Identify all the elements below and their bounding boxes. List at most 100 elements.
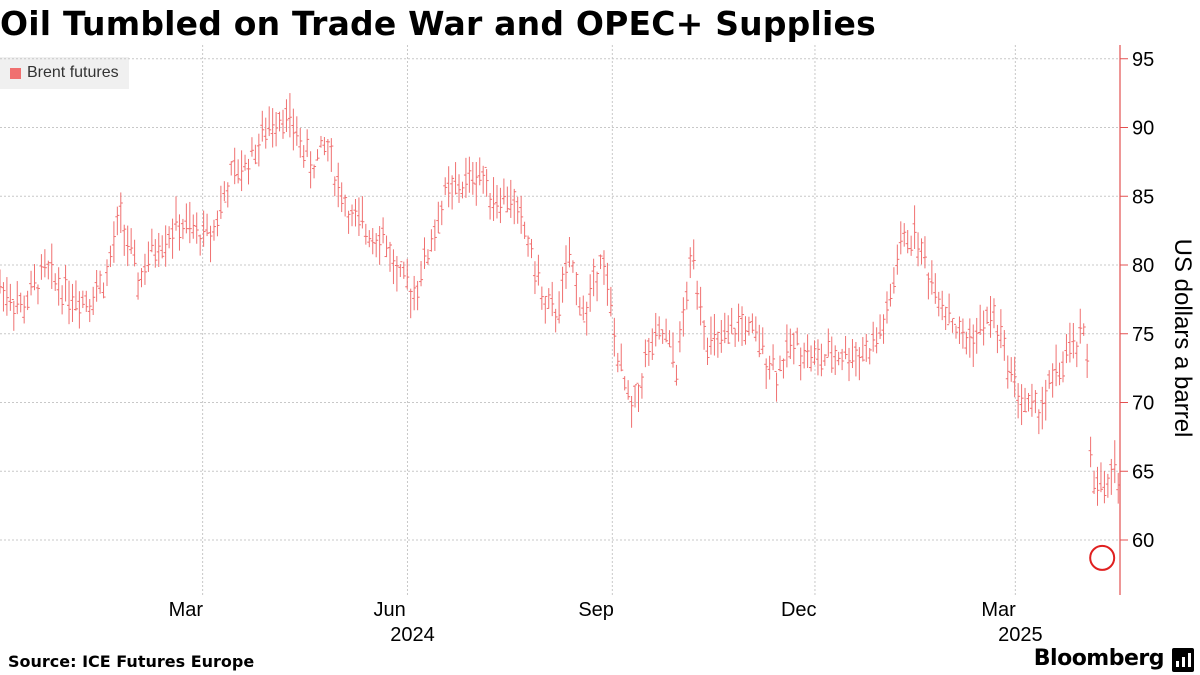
price-bar <box>274 112 279 147</box>
price-bar <box>771 344 776 371</box>
price-bar <box>805 334 810 368</box>
price-bar <box>1057 362 1062 386</box>
price-bar <box>22 295 27 324</box>
x-tick-label: Dec <box>781 599 817 621</box>
price-bar <box>605 262 610 306</box>
price-bar <box>446 166 451 208</box>
price-bar <box>470 162 475 195</box>
price-bar <box>301 145 306 168</box>
price-bar <box>526 235 531 257</box>
price-bar <box>788 328 793 360</box>
price-bar <box>177 214 182 251</box>
price-bar <box>60 285 65 315</box>
price-bar <box>664 318 669 343</box>
price-bar <box>381 217 386 244</box>
price-bar <box>726 315 731 344</box>
price-bar <box>1023 387 1028 413</box>
price-bar <box>153 239 158 268</box>
price-bar <box>532 261 537 295</box>
price-bar <box>891 267 896 294</box>
low-point-circle <box>1089 544 1116 571</box>
price-bar <box>815 339 820 376</box>
price-bar <box>619 343 624 372</box>
price-bar <box>684 281 689 310</box>
price-bar <box>1036 409 1041 435</box>
price-bar <box>256 133 261 167</box>
price-bar <box>1029 383 1034 417</box>
legend-swatch <box>10 67 21 79</box>
price-bar <box>1016 383 1021 419</box>
y-tick-label: 75 <box>1132 324 1154 346</box>
price-bar <box>205 213 210 237</box>
price-bar <box>246 158 251 185</box>
y-tick-label: 95 <box>1132 49 1154 71</box>
price-bar <box>356 197 361 236</box>
price-bar <box>432 219 437 251</box>
price-bar <box>208 225 213 263</box>
price-bar <box>405 258 410 290</box>
price-bar <box>115 206 120 236</box>
price-bar <box>967 318 972 358</box>
price-bar <box>229 161 234 176</box>
price-bar <box>367 230 372 248</box>
price-bar <box>318 135 323 148</box>
price-bar <box>1043 379 1048 421</box>
price-bar <box>833 345 838 375</box>
price-bar <box>557 291 562 324</box>
price-bar <box>712 314 717 356</box>
price-bar <box>1054 344 1059 387</box>
price-bar <box>11 298 16 331</box>
price-bar <box>287 93 292 138</box>
y-tick-label: 85 <box>1132 186 1154 208</box>
price-bar <box>505 186 510 213</box>
price-bar <box>864 333 869 362</box>
price-bar <box>132 239 137 267</box>
price-bar <box>560 266 565 303</box>
price-bar <box>926 272 931 300</box>
price-bar <box>781 358 786 379</box>
price-bar <box>501 178 506 205</box>
price-bar <box>743 316 748 345</box>
x-axis: Mar Jun Sep Dec Mar 2024 2025 <box>169 599 1043 646</box>
price-bar <box>425 249 430 265</box>
price-bar <box>174 196 179 231</box>
price-bar <box>639 373 644 399</box>
price-bar <box>1071 322 1076 359</box>
price-bar <box>539 286 544 310</box>
price-bar <box>1092 470 1097 494</box>
price-bar <box>67 280 72 325</box>
price-bar <box>1067 322 1072 363</box>
price-bar <box>857 347 862 381</box>
price-bar <box>225 182 230 208</box>
price-bar <box>940 290 945 321</box>
price-bar <box>971 324 976 367</box>
bloomberg-logo: Bloomberg <box>1033 646 1165 671</box>
price-bar <box>215 210 220 237</box>
price-bar <box>73 280 78 311</box>
price-bar <box>467 156 472 193</box>
ohlc-bars <box>0 93 1121 506</box>
price-bar <box>1102 470 1107 504</box>
price-bar <box>457 174 462 203</box>
price-bar <box>412 275 417 311</box>
price-bar <box>343 194 348 217</box>
price-bar <box>419 261 424 287</box>
price-bar <box>750 313 755 334</box>
price-bar <box>595 271 600 302</box>
price-bar <box>4 277 9 316</box>
price-bar <box>294 116 299 146</box>
price-bar <box>853 341 858 377</box>
price-bar <box>491 177 496 221</box>
price-bar <box>201 210 206 247</box>
price-bar <box>843 335 848 360</box>
price-bar <box>760 327 765 355</box>
price-bar <box>139 268 144 288</box>
price-bar <box>167 226 172 249</box>
price-bar <box>163 225 168 267</box>
x-tick-label: Mar <box>981 599 1016 621</box>
price-bar <box>35 284 40 305</box>
price-bar <box>298 127 303 158</box>
price-bar <box>633 384 638 408</box>
price-bar <box>691 239 696 270</box>
price-bar <box>708 316 713 355</box>
